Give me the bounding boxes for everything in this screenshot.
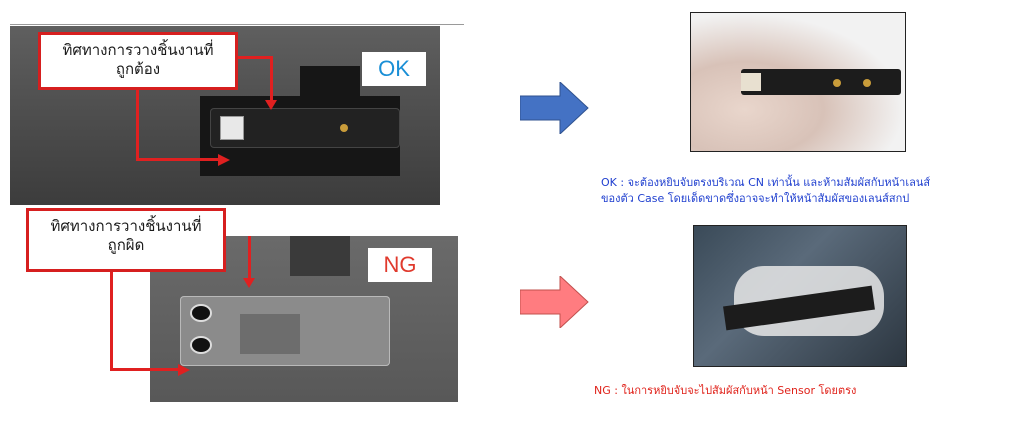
ng-line-h2 bbox=[110, 368, 180, 371]
ok-line-v2 bbox=[136, 90, 139, 160]
ok-caption-line-1: OK : จะต้องหยิบจับตรงบริเวณ CN เท่านั้น … bbox=[601, 176, 931, 189]
cn-connector bbox=[220, 116, 244, 140]
cn-connector bbox=[741, 73, 761, 91]
sensor-window bbox=[240, 314, 300, 354]
ng-arrow-head-2 bbox=[178, 364, 190, 376]
ng-tag: NG bbox=[368, 248, 432, 282]
ok-line-h bbox=[238, 56, 272, 59]
ok-caption-line-2: ของตัว Case โดยเด็ดขาดซึ่งอาจจะทำให้หน้า… bbox=[601, 192, 910, 205]
ng-big-arrow bbox=[520, 276, 589, 328]
board-in-hand bbox=[741, 69, 901, 95]
tray-pocket-upper bbox=[300, 66, 360, 106]
ok-handling-photo bbox=[690, 12, 906, 152]
ng-arrow-head bbox=[243, 278, 255, 288]
sensor-dot bbox=[863, 79, 871, 87]
ng-caption: NG : ในการหยิบจับจะไปสัมผัสกับหน้า Senso… bbox=[594, 384, 857, 397]
ok-callout: ทิศทางการวางชิ้นงานที่ ถูกต้อง bbox=[38, 32, 238, 90]
ng-callout: ทิศทางการวางชิ้นงานที่ ถูกผิด bbox=[26, 208, 226, 272]
ok-tag: OK bbox=[362, 52, 426, 86]
ng-line-v bbox=[248, 236, 251, 278]
sensor-board bbox=[210, 108, 400, 148]
lens-hole bbox=[190, 304, 212, 322]
ok-line-h2 bbox=[136, 158, 220, 161]
lens-hole bbox=[190, 336, 212, 354]
sensor-dot bbox=[340, 124, 348, 132]
ok-line-v bbox=[270, 56, 273, 100]
ng-line-v2 bbox=[110, 272, 113, 370]
tray-pocket bbox=[290, 236, 350, 276]
ok-arrow-head bbox=[265, 100, 277, 110]
ok-caption: OK : จะต้องหยิบจับตรงบริเวณ CN เท่านั้น … bbox=[601, 175, 1021, 207]
sensor-board-flipped bbox=[180, 296, 390, 366]
top-divider bbox=[10, 24, 464, 25]
ok-big-arrow bbox=[520, 82, 589, 134]
sensor-dot bbox=[833, 79, 841, 87]
ng-handling-photo bbox=[693, 225, 907, 367]
ok-arrow-head-2 bbox=[218, 154, 230, 166]
